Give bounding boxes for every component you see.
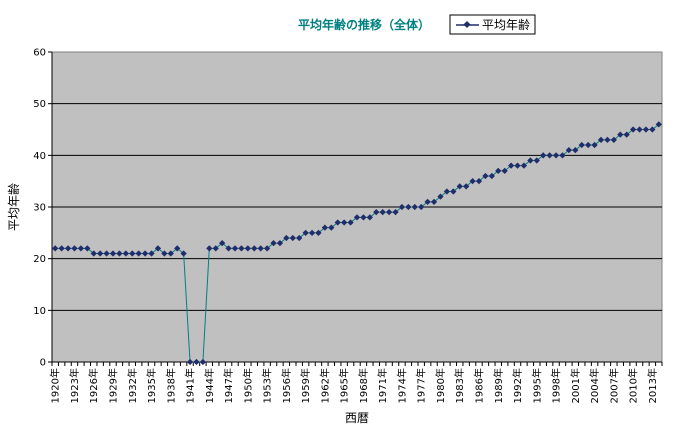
x-tick-label: 1962年 <box>318 368 331 403</box>
x-tick-label: 1983年 <box>453 368 466 403</box>
x-tick-label: 1929年 <box>107 368 120 403</box>
x-tick-label: 1989年 <box>492 368 505 403</box>
x-tick-label: 2007年 <box>607 368 620 403</box>
data-point <box>52 245 59 252</box>
x-tick-label: 1938年 <box>164 368 177 403</box>
data-point <box>373 209 380 216</box>
x-tick-label: 1953年 <box>261 368 274 403</box>
data-point <box>238 245 245 252</box>
x-tick-label: 1923年 <box>68 368 81 403</box>
data-point <box>475 178 483 185</box>
data-point <box>328 224 335 231</box>
data-point <box>251 245 258 252</box>
x-tick-label: 1935年 <box>145 368 158 403</box>
y-tick-label: 20 <box>33 254 46 265</box>
data-point <box>507 162 515 169</box>
data-point <box>135 250 142 257</box>
data-point <box>385 209 393 216</box>
data-point <box>225 245 232 252</box>
x-tick-label: 2010年 <box>627 368 640 403</box>
data-point <box>392 209 399 216</box>
data-point <box>122 250 129 257</box>
x-tick-label: 1986年 <box>473 368 486 403</box>
x-tick-label: 1944年 <box>203 368 216 403</box>
data-point <box>180 250 187 257</box>
y-tick-label: 0 <box>40 358 46 369</box>
data-point <box>109 250 117 257</box>
data-point <box>84 245 91 252</box>
legend-marker <box>463 20 471 29</box>
x-tick-label: 1992年 <box>511 368 524 403</box>
x-tick-label: 1968年 <box>357 368 370 403</box>
x-tick-label: 1947年 <box>222 368 235 403</box>
x-tick-label: 1998年 <box>550 368 563 403</box>
data-point <box>161 250 168 257</box>
data-point <box>379 209 386 216</box>
data-point <box>469 178 476 185</box>
x-tick-label: 1971年 <box>376 368 389 403</box>
x-axis-label: 西暦 <box>345 411 369 425</box>
data-point <box>174 245 181 252</box>
x-tick-label: 1932年 <box>126 368 139 403</box>
y-tick-label: 30 <box>33 203 46 214</box>
data-point <box>167 250 174 257</box>
y-axis: 0 10 20 30 40 50 60 <box>33 48 53 369</box>
data-point <box>58 245 65 252</box>
data-point <box>244 245 251 252</box>
data-point <box>437 193 444 200</box>
data-point <box>90 250 97 257</box>
x-tick-label: 2013年 <box>646 368 659 403</box>
data-point <box>103 250 110 257</box>
x-tick-label: 1950年 <box>241 368 254 403</box>
data-point <box>97 250 104 257</box>
data-point <box>116 250 123 257</box>
x-tick-label: 1926年 <box>87 368 100 403</box>
legend-box <box>449 14 536 35</box>
y-tick-label: 60 <box>33 48 46 59</box>
y-tick-label: 40 <box>33 151 46 162</box>
chart-title: 平均年齢の推移（全体） <box>298 17 430 32</box>
x-tick-label: 1941年 <box>184 368 197 403</box>
x-tick-label: 2001年 <box>569 368 582 403</box>
data-point <box>154 245 162 252</box>
data-point <box>276 240 284 247</box>
x-tick-label: 1956年 <box>280 368 293 403</box>
x-tick-label: 1920年 <box>49 368 62 403</box>
y-tick-label: 10 <box>33 306 46 317</box>
y-tick-label: 50 <box>33 99 46 110</box>
legend-label: 平均年齢 <box>482 17 530 32</box>
data-point <box>231 245 239 252</box>
x-tick-label: 1974年 <box>395 368 408 403</box>
x-tick-label: 1980年 <box>434 368 447 403</box>
data-point <box>64 245 72 252</box>
x-axis: 1920年 1923年 1926年 1929年 1932年 1935年 1938年 1941年… <box>49 361 663 403</box>
data-point <box>129 250 136 257</box>
y-axis-label: 平均年齢 <box>6 183 21 231</box>
data-point <box>71 245 78 252</box>
x-tick-label: 1965年 <box>338 368 351 403</box>
x-tick-label: 2004年 <box>588 368 601 403</box>
data-point <box>270 240 277 247</box>
data-point <box>77 245 85 252</box>
legend: 平均年齢 <box>449 14 536 35</box>
x-tick-label: 1977年 <box>415 368 428 403</box>
data-point <box>321 224 329 231</box>
x-tick-label: 1959年 <box>299 368 312 403</box>
x-tick-label: 1995年 <box>530 368 543 403</box>
